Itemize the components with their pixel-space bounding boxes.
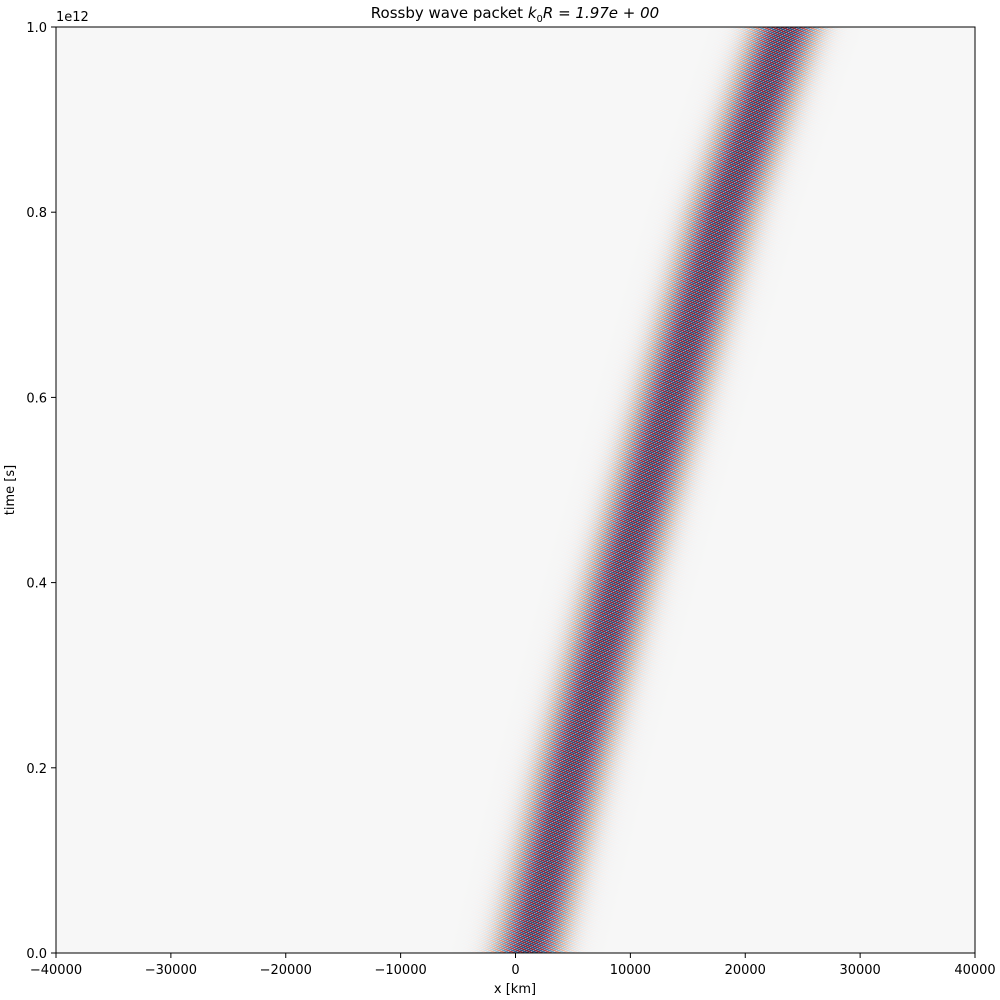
x-tick-label: −30000 <box>145 963 197 978</box>
x-tick-label: 20000 <box>725 963 766 978</box>
x-axis-ticks: −40000 −30000 −20000 −10000 0 10000 20000 30000… <box>30 953 996 978</box>
y-axis-label: time [s] <box>3 465 18 515</box>
y-tick-label: 0.8 <box>26 206 47 221</box>
x-tick-label: 30000 <box>839 963 880 978</box>
y-tick-label: 1.0 <box>26 21 47 36</box>
y-offset-label: 1e12 <box>56 10 89 25</box>
x-tick-label: 10000 <box>610 963 651 978</box>
heatmap-image <box>56 27 975 953</box>
x-tick-label: −40000 <box>30 963 82 978</box>
x-tick-label: 0 <box>511 963 519 978</box>
x-tick-label: −20000 <box>260 963 312 978</box>
chart-title: Rossby wave packet k0R = 1.97e + 00 <box>371 4 659 25</box>
heatmap-holder <box>56 27 975 953</box>
y-tick-label: 0.4 <box>26 577 47 592</box>
x-tick-label: −10000 <box>375 963 427 978</box>
x-tick-label: 40000 <box>954 963 995 978</box>
y-tick-label: 0.2 <box>26 762 47 777</box>
y-axis-ticks: 0.0 0.2 0.4 0.6 0.8 1.0 <box>26 21 56 962</box>
x-axis-label: x [km] <box>494 982 536 997</box>
y-tick-label: 0.6 <box>26 391 47 406</box>
y-tick-label: 0.0 <box>26 947 47 962</box>
